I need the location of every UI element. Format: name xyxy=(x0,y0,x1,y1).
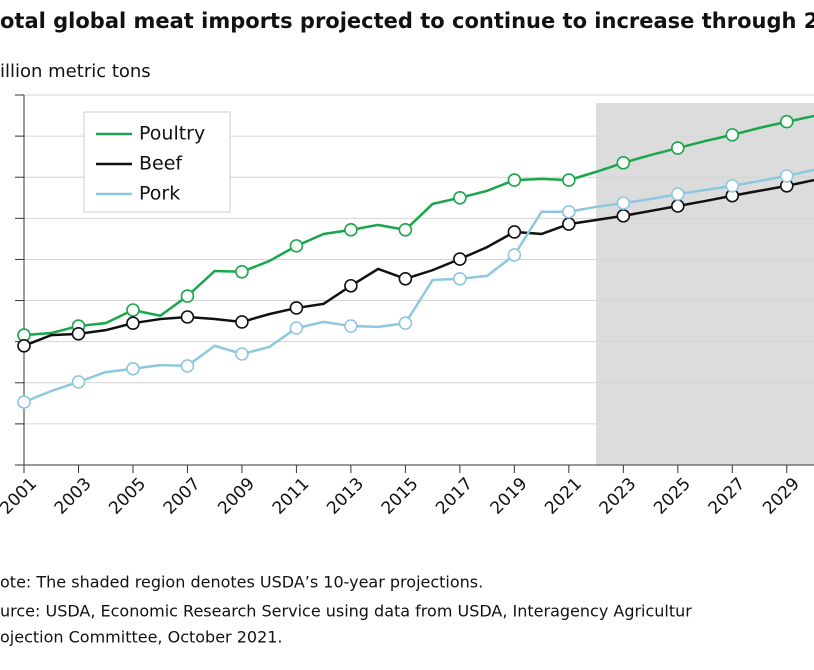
point xyxy=(71,327,86,341)
point xyxy=(398,223,413,237)
point xyxy=(670,141,685,155)
x-tick-label: 2001 xyxy=(0,474,41,519)
point xyxy=(344,319,358,333)
x-tick-label: 2011 xyxy=(269,474,314,519)
point xyxy=(180,359,195,373)
x-tick-label: 2007 xyxy=(160,474,205,519)
point xyxy=(126,303,140,317)
chart-subtitle: illion metric tons xyxy=(0,61,151,82)
legend-box xyxy=(83,111,231,213)
point xyxy=(180,289,195,303)
point xyxy=(779,114,794,129)
note: ote: The shaded region denotes USDA’s 10… xyxy=(0,573,483,592)
point xyxy=(235,264,249,279)
point xyxy=(670,199,685,213)
point xyxy=(344,278,358,293)
point xyxy=(235,347,249,361)
point xyxy=(507,173,522,187)
x-tick-label: 2023 xyxy=(596,474,641,519)
legend-label: Beef xyxy=(139,153,183,175)
point xyxy=(616,196,631,210)
point xyxy=(453,190,467,205)
source: ojection Committee, October 2021. xyxy=(0,628,283,647)
point xyxy=(507,248,522,262)
point xyxy=(562,217,576,231)
point xyxy=(235,315,249,329)
source: urce: USDA, Economic Research Service us… xyxy=(0,602,692,621)
point xyxy=(398,271,413,286)
x-tick-label: 2019 xyxy=(487,474,532,519)
x-tick-label: 2017 xyxy=(432,474,477,519)
point xyxy=(453,271,467,286)
chart-title: otal global meat imports projected to co… xyxy=(0,9,814,33)
point xyxy=(725,179,740,193)
point xyxy=(562,204,576,219)
x-tick-label: 2003 xyxy=(51,474,96,519)
point xyxy=(779,169,794,183)
point xyxy=(453,252,467,266)
x-tick-label: 2027 xyxy=(705,474,750,519)
point xyxy=(398,316,413,330)
x-tick-label: 2013 xyxy=(323,474,368,519)
point xyxy=(616,156,631,170)
point xyxy=(17,338,31,353)
legend-label: Pork xyxy=(139,183,180,205)
point xyxy=(616,209,631,223)
x-tick-label: 2029 xyxy=(759,474,804,519)
x-tick-label: 2025 xyxy=(650,474,695,519)
point xyxy=(562,173,576,187)
point xyxy=(670,187,685,201)
point xyxy=(17,395,31,409)
x-tick-label: 2015 xyxy=(378,474,423,519)
point xyxy=(126,361,140,376)
point xyxy=(289,301,304,315)
point xyxy=(126,316,140,330)
point xyxy=(507,225,522,239)
point xyxy=(344,223,358,237)
projection-shade xyxy=(596,103,814,465)
point xyxy=(725,128,740,142)
legend-label: Poultry xyxy=(139,123,205,145)
x-tick-label: 2005 xyxy=(105,474,150,519)
x-tick-label: 2021 xyxy=(541,474,586,519)
point xyxy=(71,375,86,389)
point xyxy=(289,239,304,253)
point xyxy=(289,321,304,335)
point xyxy=(180,310,195,324)
x-tick-label: 2009 xyxy=(214,474,259,519)
